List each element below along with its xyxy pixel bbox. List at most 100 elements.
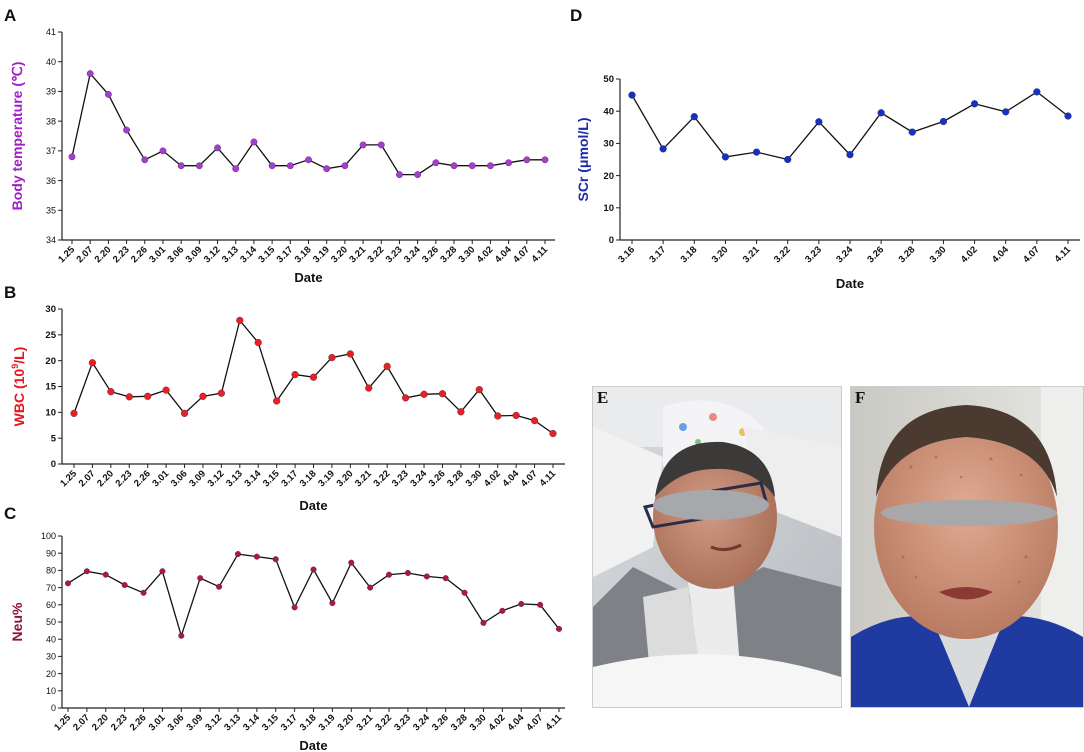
chart-panel-d: D 0 10 20 30 40 50 3.16 3.17 3.18 3.20 3.21 3.22 3.23…: [570, 6, 1080, 291]
y-tick-label-a: 36: [46, 176, 56, 186]
data-point-b: [457, 408, 465, 416]
x-tick-label-b: 4.11: [538, 468, 559, 489]
y-axis-title-d: SCr (μmol/L): [575, 117, 591, 201]
x-tick-label-c: 3.17: [279, 712, 300, 733]
data-point-a: [341, 162, 349, 170]
x-tick-label-a: 1.25: [56, 244, 77, 265]
data-point-b: [162, 386, 170, 394]
data-point-c: [556, 625, 563, 632]
x-tick-label-b: 3.24: [408, 468, 429, 489]
data-point-b: [70, 409, 78, 417]
x-tick-label-a: 3.13: [220, 244, 241, 265]
data-point-c: [64, 580, 71, 587]
y-tick-label-a: 40: [46, 57, 56, 67]
x-tick-label-c: 3.30: [468, 712, 489, 733]
x-tick-label-b: 2.26: [132, 468, 153, 489]
y-tick-label-b: 10: [45, 408, 56, 419]
chart-panel-a: A34353637383940411.252.072.202.232.263.0…: [4, 6, 555, 285]
y-axis-title-c: Neu%: [9, 602, 25, 641]
data-point-c: [480, 619, 487, 626]
data-point-b: [217, 389, 225, 397]
data-point-b: [420, 390, 428, 398]
y-tick-label-b: 25: [45, 330, 56, 341]
data-point-c: [121, 582, 128, 589]
data-point-a: [432, 159, 440, 167]
x-tick-label-b: 3.15: [261, 468, 282, 489]
x-tick-label-a: 3.12: [202, 244, 223, 265]
x-tick-label-a: 3.21: [347, 244, 368, 265]
x-tick-label-a: 3.01: [147, 244, 168, 265]
data-point-c: [499, 607, 506, 614]
data-point-c: [404, 569, 411, 576]
data-point-b: [254, 338, 262, 347]
data-point-d: [1064, 112, 1072, 120]
x-tick-label-a: 2.20: [93, 244, 114, 265]
data-point-c: [442, 575, 449, 582]
data-point-b: [309, 373, 318, 381]
data-point-d: [784, 155, 792, 164]
y-tick-label-d: 10: [603, 203, 614, 214]
data-point-b: [383, 362, 391, 370]
data-point-c: [234, 551, 241, 558]
series-line-d: [631, 91, 1069, 161]
x-tick-label-a: 2.26: [129, 244, 150, 265]
data-point-d: [877, 109, 885, 117]
data-point-c: [83, 568, 90, 575]
photo-f-illustration: [851, 387, 1083, 707]
panel-letter-c: C: [4, 504, 16, 523]
x-tick-label-a: 3.23: [384, 244, 405, 265]
data-point-a: [86, 70, 94, 78]
data-point-a: [214, 144, 221, 152]
data-point-b: [475, 386, 483, 394]
y-tick-label-c: 60: [46, 600, 56, 610]
x-tick-label-b: 3.26: [427, 468, 448, 489]
data-point-b: [88, 359, 97, 367]
x-tick-label-c: 4.02: [487, 712, 508, 733]
data-point-d: [970, 100, 979, 108]
x-tick-label-a: 3.19: [311, 244, 332, 265]
x-tick-label-c: 2.23: [109, 712, 130, 733]
y-tick-label-b: 30: [45, 304, 56, 315]
panel-letter-a: A: [4, 6, 16, 25]
x-tick-label-a: 3.17: [275, 244, 296, 265]
data-point-a: [68, 153, 76, 161]
x-tick-label-b: 3.30: [464, 468, 485, 489]
x-tick-label-c: 3.28: [449, 712, 470, 733]
y-tick-label-c: 30: [46, 652, 56, 662]
x-tick-label-a: 3.22: [366, 244, 387, 265]
data-point-a: [377, 141, 385, 149]
data-point-d: [846, 151, 854, 159]
x-tick-label-a: 3.15: [256, 244, 277, 265]
x-tick-label-a: 3.18: [293, 244, 314, 265]
x-tick-label-b: 3.20: [335, 468, 356, 489]
x-tick-label-b: 3.23: [390, 468, 411, 489]
x-tick-label-c: 2.26: [128, 712, 149, 733]
y-tick-label-c: 90: [46, 548, 56, 558]
x-tick-label-c: 4.11: [544, 712, 565, 733]
data-point-c: [159, 568, 166, 575]
photo-e-label: E: [597, 388, 609, 407]
data-point-a: [286, 162, 294, 170]
data-point-a: [232, 165, 240, 173]
y-tick-label-a: 34: [46, 235, 56, 245]
x-tick-label-d: 3.16: [616, 244, 637, 265]
x-tick-label-c: 3.12: [203, 712, 224, 733]
y-tick-label-c: 0: [51, 703, 56, 713]
data-point-d: [815, 118, 823, 126]
x-tick-label-c: 2.07: [71, 712, 92, 733]
photo-e-illustration: [593, 387, 841, 707]
y-tick-label-a: 38: [46, 116, 56, 126]
y-tick-label-d: 0: [609, 235, 614, 246]
y-tick-label-c: 40: [46, 634, 56, 644]
y-tick-label-a: 37: [46, 146, 56, 156]
data-point-b: [273, 397, 281, 405]
y-tick-label-c: 100: [41, 531, 56, 541]
data-point-b: [402, 394, 410, 402]
data-point-c: [518, 600, 525, 607]
data-point-a: [396, 171, 403, 179]
x-tick-label-b: 3.13: [224, 468, 245, 489]
x-axis-title-b: Date: [299, 498, 327, 513]
data-point-c: [272, 556, 279, 563]
data-point-a: [268, 162, 276, 170]
